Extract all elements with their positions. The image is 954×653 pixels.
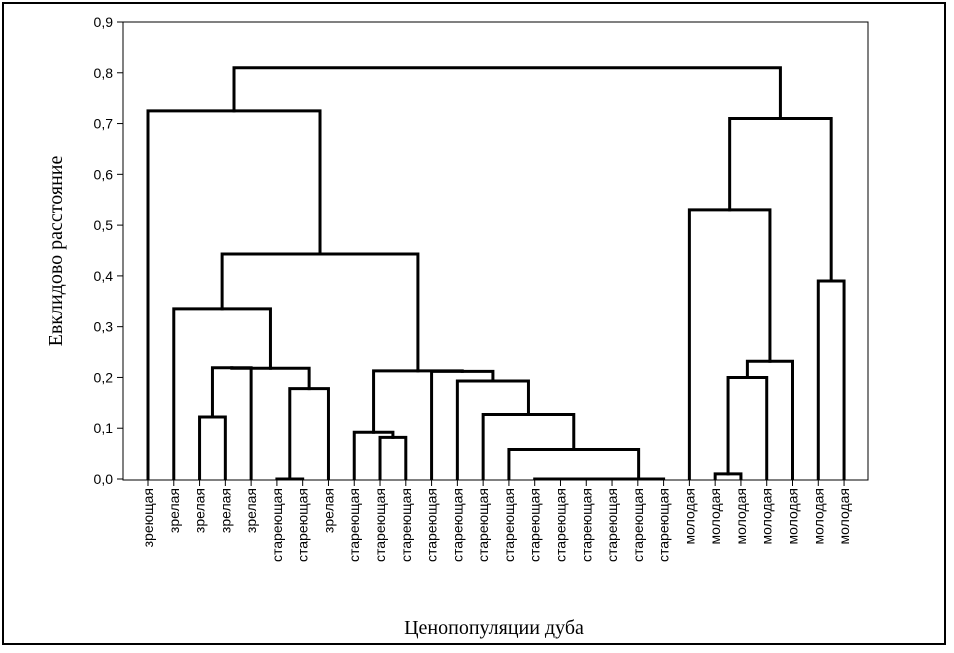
leaf-label: стареющая: [372, 488, 388, 562]
leaf-label: стареющая: [424, 488, 440, 562]
leaf-label: стареющая: [449, 488, 465, 562]
dendrogram-link: [288, 387, 330, 481]
leaf-label: стареющая: [269, 488, 285, 562]
leaf-label: молодая: [733, 488, 749, 544]
leaf-label: стареющая: [552, 488, 568, 562]
leaf-label: молодая: [681, 488, 697, 544]
leaf-label: зрелая: [217, 488, 233, 533]
x-axis-title: Ценопопуляции дуба: [404, 617, 584, 639]
y-tick-label: 0,1: [94, 420, 114, 436]
y-axis: 0,0 0,1 0,2 0,3 0,4 0,5 0,6 0,7 0,8 0,9: [94, 14, 123, 487]
leaf-label: стареющая: [578, 488, 594, 562]
dendrogram-link: [172, 307, 272, 481]
leaf-label: стареющая: [656, 488, 672, 562]
leaf-label: молодая: [759, 488, 775, 544]
dendrogram-link: [220, 252, 420, 373]
y-axis-title: Евклидово расстояние: [45, 156, 67, 347]
dendrogram-link: [378, 435, 408, 481]
dendrogram-link: [230, 366, 311, 391]
y-tick-label: 0,6: [94, 166, 114, 182]
leaf-label: молодая: [707, 488, 723, 544]
y-tick-label: 0,7: [94, 116, 114, 132]
leaf-label: зрелая: [243, 488, 259, 533]
leaf-label: стареющая: [527, 488, 543, 562]
dendrogram-link: [816, 279, 846, 481]
leaf-label: стареющая: [295, 488, 311, 562]
y-tick-label: 0,2: [94, 369, 114, 385]
leaf-label: молодая: [810, 488, 826, 544]
leaf-label: стареющая: [346, 488, 362, 562]
leaf-label: зрелая: [166, 488, 182, 533]
leaf-label: стареющая: [604, 488, 620, 562]
y-tick-label: 0,3: [94, 319, 114, 335]
y-tick-label: 0,8: [94, 65, 114, 81]
dendrogram-links: [146, 66, 846, 481]
dendrogram-link: [507, 448, 641, 481]
dendrogram-link: [728, 116, 833, 283]
dendrogram-link: [352, 430, 395, 481]
y-tick-label: 0,4: [94, 268, 114, 284]
y-tick-label: 0,5: [94, 217, 114, 233]
dendrogram-link: [481, 413, 576, 481]
leaf-label: молодая: [785, 488, 801, 544]
leaf-label: зреющая: [140, 488, 156, 547]
y-tick-label: 0,9: [94, 14, 114, 30]
dendrogram-link: [455, 379, 530, 481]
dendrogram-link: [372, 369, 464, 434]
dendrogram-link: [726, 375, 769, 481]
dendrogram-link: [232, 66, 782, 120]
chart-frame: [2, 2, 946, 645]
dendrogram-link: [687, 208, 772, 481]
dendrogram-link: [210, 366, 253, 481]
y-tick-label: 0,0: [94, 471, 114, 487]
plot-area: [122, 21, 869, 481]
leaf-label: зрелая: [192, 488, 208, 533]
leaf-label: стареющая: [398, 488, 414, 562]
leaf-label: молодая: [836, 488, 852, 544]
leaf-labels: зреющая зрелая зрелая зрелая зрелая стареющая…: [140, 480, 852, 562]
dendrogram-link: [198, 415, 227, 481]
leaf-label: стареющая: [501, 488, 517, 562]
leaf-label: зрелая: [320, 488, 336, 533]
leaf-label: стареющая: [475, 488, 491, 562]
leaf-label: стареющая: [630, 488, 646, 562]
